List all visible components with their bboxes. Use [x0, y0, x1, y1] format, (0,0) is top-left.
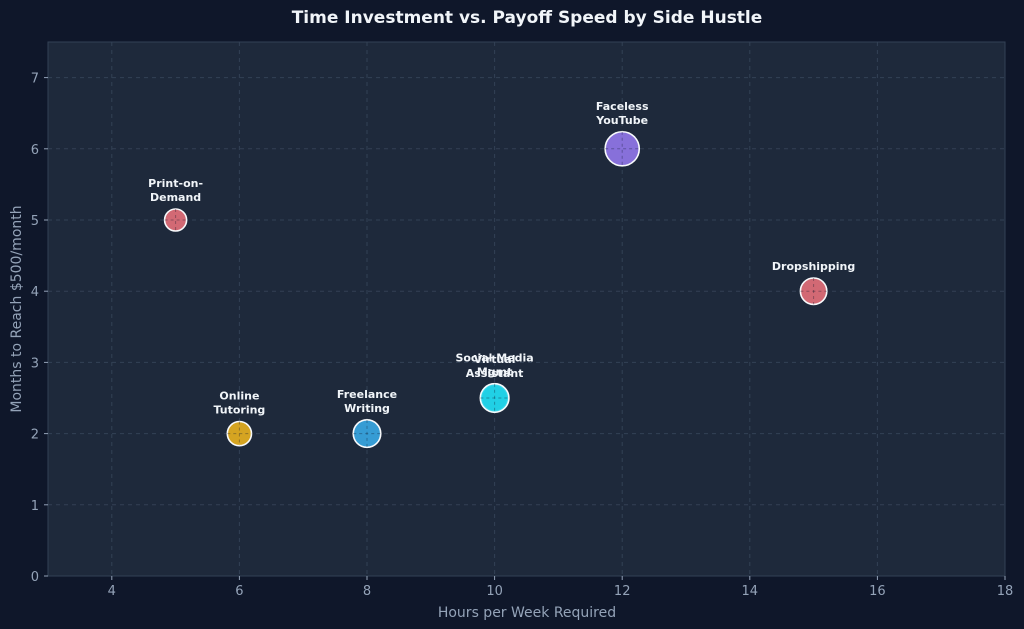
- y-tick-label: 1: [31, 499, 39, 514]
- y-tick-label: 4: [31, 285, 39, 300]
- y-tick-label: 6: [31, 143, 39, 158]
- y-tick-label: 3: [31, 356, 39, 371]
- grid-lines: [48, 42, 1006, 577]
- point-label: Mgmt: [477, 366, 513, 379]
- x-axis-label: Hours per Week Required: [438, 605, 616, 621]
- point-label: Tutoring: [213, 404, 265, 417]
- point-label: Freelance: [337, 388, 397, 401]
- y-tick-label: 0: [31, 570, 39, 585]
- x-tick-label: 18: [997, 584, 1014, 599]
- x-tick-label: 10: [486, 584, 503, 599]
- plot-area: [47, 41, 1006, 577]
- point-label: Dropshipping: [772, 260, 855, 273]
- data-point: [163, 208, 188, 232]
- data-point: [226, 420, 253, 447]
- x-tick-label: 4: [108, 584, 116, 599]
- point-label: Demand: [150, 191, 201, 204]
- y-tick-label: 5: [31, 214, 39, 229]
- data-point: [479, 382, 510, 414]
- y-axis-label: Months to Reach $500/month: [9, 205, 25, 412]
- data-point: [604, 130, 641, 167]
- data-point: [799, 277, 828, 306]
- x-tick-label: 12: [614, 584, 631, 599]
- point-label: YouTube: [595, 114, 648, 127]
- x-tick-label: 14: [742, 584, 759, 599]
- point-label: Virtual: [474, 353, 516, 366]
- x-tick-label: 6: [235, 584, 243, 599]
- point-label: Faceless: [596, 100, 649, 113]
- y-tick-label: 7: [31, 72, 39, 87]
- point-label: Print-on-: [148, 177, 203, 190]
- point-label: Writing: [344, 402, 390, 415]
- y-tick-label: 2: [31, 428, 39, 443]
- point-label: Social Media: [455, 352, 533, 365]
- point-label: Online: [219, 390, 259, 403]
- data-points: [163, 130, 828, 449]
- x-tick-label: 8: [363, 584, 371, 599]
- data-point: [352, 419, 382, 449]
- chart-title: Time Investment vs. Payoff Speed by Side…: [292, 8, 763, 28]
- x-tick-label: 16: [869, 584, 886, 599]
- point-label: Assistant: [466, 367, 524, 380]
